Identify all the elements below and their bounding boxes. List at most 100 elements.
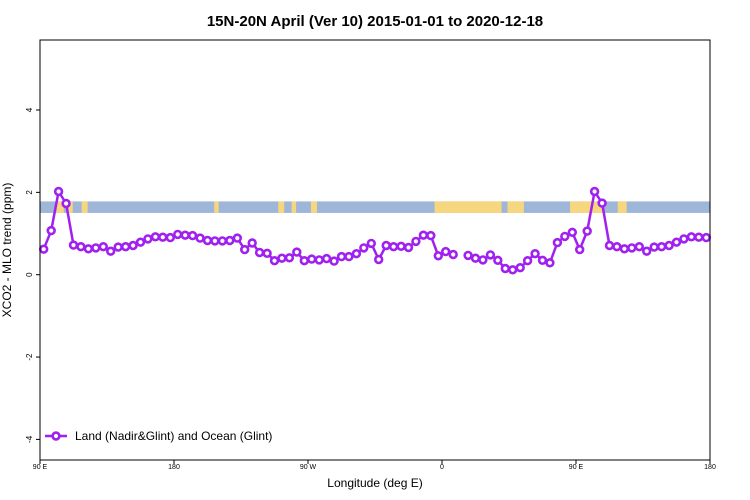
data-point	[195, 233, 205, 243]
data-point	[686, 232, 697, 242]
data-point	[158, 232, 168, 242]
data-point	[426, 230, 436, 241]
data-point	[478, 255, 488, 265]
data-point	[202, 235, 213, 246]
data-point	[448, 249, 458, 260]
data-point	[307, 254, 317, 264]
data-point	[537, 255, 548, 265]
data-point	[612, 242, 622, 252]
land-patch	[310, 201, 317, 213]
x-tick-label: 180	[704, 464, 716, 471]
data-point	[589, 186, 600, 197]
data-point	[374, 254, 384, 265]
data-point	[515, 263, 525, 273]
data-point	[240, 244, 250, 255]
data-point	[83, 244, 94, 254]
land-patch	[68, 201, 73, 213]
data-point	[135, 237, 146, 247]
data-point	[53, 186, 64, 197]
data-point	[351, 249, 362, 259]
data-point	[113, 242, 123, 252]
legend-marker	[51, 431, 61, 441]
data-point	[656, 242, 667, 252]
y-tick-label: -4	[25, 435, 34, 443]
data-point	[694, 232, 704, 242]
data-point	[173, 229, 183, 240]
data-point	[321, 253, 332, 264]
land-patch	[617, 201, 627, 213]
data-point	[76, 242, 86, 252]
land-patch	[56, 201, 64, 213]
data-point	[284, 253, 295, 263]
land-patch	[214, 201, 219, 213]
data-point	[500, 263, 510, 274]
land-patch	[507, 201, 524, 213]
data-point	[68, 240, 79, 250]
land-ocean-strip	[40, 201, 710, 213]
land-patch	[570, 201, 603, 213]
data-point	[247, 238, 257, 248]
data-point	[180, 230, 190, 240]
data-point	[396, 241, 406, 252]
data-point	[522, 256, 533, 266]
data-point	[381, 240, 391, 251]
data-point	[530, 249, 540, 259]
x-tick-label: 90 W	[300, 464, 317, 471]
data-point	[277, 253, 287, 263]
data-point	[433, 251, 443, 261]
data-point	[46, 225, 56, 236]
data-point	[217, 236, 228, 246]
data-point	[701, 232, 711, 243]
data-point	[98, 242, 109, 252]
data-point	[604, 240, 615, 251]
data-point	[232, 233, 243, 243]
data-point	[91, 243, 101, 253]
data-point	[210, 236, 220, 246]
x-tick-label: 180	[168, 464, 180, 471]
data-point	[254, 247, 265, 258]
data-point	[344, 251, 354, 262]
data-point	[671, 237, 682, 247]
data-point	[463, 250, 473, 261]
data-point	[470, 253, 481, 263]
data-point	[664, 240, 674, 251]
land-patch	[81, 201, 88, 213]
land-patch	[291, 201, 297, 213]
y-tick-label: 2	[25, 190, 34, 195]
data-point	[359, 243, 369, 253]
data-point	[61, 198, 71, 209]
ocean-band	[40, 201, 710, 213]
data-point	[545, 258, 555, 268]
data-point	[619, 244, 630, 254]
x-tick-label: 0	[440, 464, 444, 471]
data-point	[366, 238, 376, 249]
data-point	[150, 232, 161, 242]
x-axis: 90 E 180 90 W 0 90 E 180	[33, 460, 716, 471]
data-point	[441, 246, 451, 257]
x-tick-label: 90 E	[33, 464, 48, 471]
data-point	[574, 244, 585, 255]
data-point	[299, 256, 309, 266]
data-point	[165, 232, 176, 243]
data-point	[597, 198, 607, 208]
y-axis-label: XCO2 - MLO trend (ppm)	[0, 183, 14, 318]
x-axis-label: Longitude (deg E)	[327, 476, 422, 490]
y-tick-label: 0	[25, 272, 34, 277]
land-patch	[434, 201, 502, 213]
chart-title: 15N-20N April (Ver 10) 2015-01-01 to 202…	[207, 13, 543, 30]
data-point	[105, 246, 116, 256]
plot-frame	[39, 39, 711, 461]
land-patch	[278, 201, 285, 213]
data-point	[679, 234, 689, 244]
data-point	[314, 255, 324, 265]
data-point	[262, 248, 272, 259]
series-layer	[38, 186, 711, 275]
y-tick-label: -2	[25, 353, 34, 361]
data-point	[508, 265, 518, 275]
data-point	[634, 242, 644, 252]
data-point	[641, 246, 652, 256]
legend-label: Land (Nadir&Glint) and Ocean (Glint)	[75, 429, 272, 443]
data-point	[143, 234, 153, 244]
legend: Land (Nadir&Glint) and Ocean (Glint)	[45, 429, 272, 443]
